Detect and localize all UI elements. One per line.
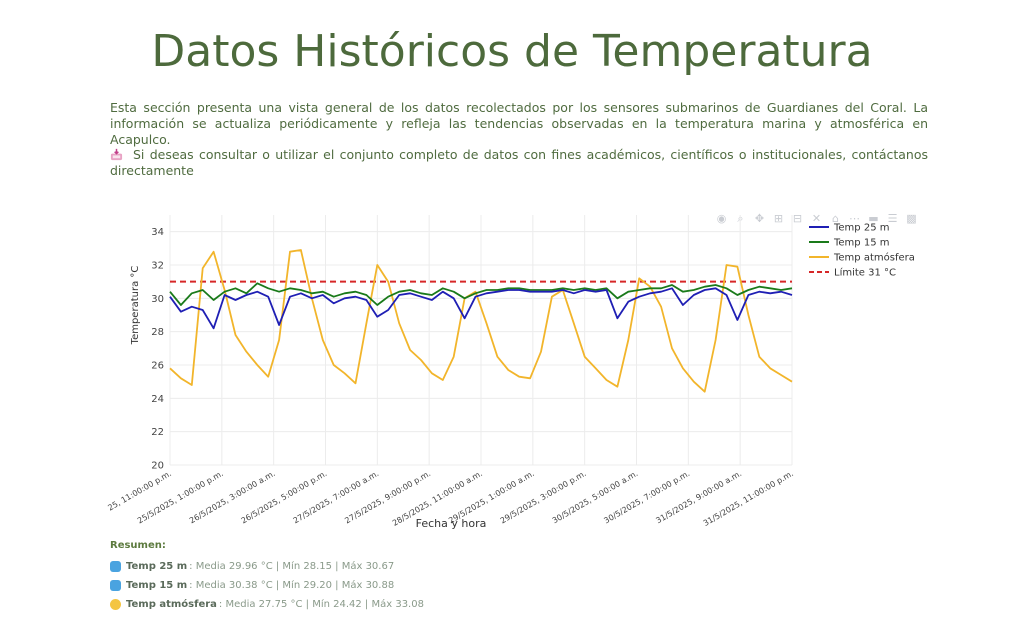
x-tick-label: 26/5/2025, 3:00:00 a.m.: [188, 469, 277, 525]
x-tick-label: 29/5/2025, 3:00:00 p.m.: [499, 469, 588, 526]
y-tick-label: 30: [151, 294, 164, 305]
summary-label: Temp 25 m: [126, 561, 188, 572]
y-tick-label: 26: [151, 361, 164, 372]
x-tick-label: 26/5/2025, 5:00:00 p.m.: [240, 469, 329, 526]
legend-label: Temp 15 m: [833, 238, 889, 249]
autoscale-icon[interactable]: ✕: [811, 212, 822, 225]
summary: Resumen: Temp 25 m : Media 29.96 °C | Mí…: [110, 540, 424, 614]
summary-row-temp15: Temp 15 m : Media 30.38 °C | Mín 29.20 |…: [110, 576, 424, 595]
x-axis-title: Fecha y hora: [416, 517, 487, 530]
summary-stats: : Media 30.38 °C | Mín 29.20 | Máx 30.88: [189, 580, 395, 591]
contact-paragraph: Si deseas consultar o utilizar el conjun…: [110, 147, 928, 179]
y-axis-title: Temperatura °C: [130, 266, 141, 346]
zoom-in-icon[interactable]: ⊞: [773, 212, 784, 225]
series-line-temp-atm-sfera: [169, 249, 793, 393]
legend-label: Temp atmósfera: [833, 252, 915, 264]
series-line-temp-15-m: [169, 282, 793, 306]
x-tick-label: 31/5/2025, 9:00:00 a.m.: [654, 469, 743, 525]
y-tick-label: 34: [151, 227, 164, 238]
x-tick-label: 30/5/2025, 5:00:00 a.m.: [551, 469, 640, 525]
series-line-temp-25-m: [169, 287, 793, 330]
y-tick-label: 22: [151, 427, 164, 438]
y-tick-label: 24: [151, 394, 164, 405]
sun-behind-cloud-icon: [110, 599, 121, 610]
x-tick-label: 25/5/2025, 1:00:00 p.m.: [136, 469, 225, 526]
legend: Temp 25 m Temp 15 m Temp atmósfera Límite 3…: [809, 223, 915, 279]
y-tick-label: 20: [151, 461, 164, 472]
water-wave-icon: [110, 580, 121, 591]
legend-label: Límite 31 °C: [834, 267, 896, 279]
summary-label: Temp 15 m: [126, 580, 188, 591]
y-tick-label: 28: [151, 327, 164, 338]
summary-row-atm: Temp atmósfera : Media 27.75 °C | Mín 24…: [110, 595, 424, 614]
camera-icon[interactable]: ◉: [716, 212, 727, 225]
hover-compare-icon[interactable]: ☰: [887, 212, 898, 225]
page-title: Datos Históricos de Temperatura: [151, 26, 873, 77]
x-tick-label: 27/5/2025, 7:00:00 a.m.: [292, 469, 381, 525]
y-tick-label: 32: [151, 261, 164, 272]
summary-stats: : Media 29.96 °C | Mín 28.15 | Máx 30.67: [189, 561, 395, 572]
legend-label: Temp 25 m: [833, 223, 889, 234]
summary-label: Temp atmósfera: [126, 599, 217, 610]
summary-title: Resumen:: [110, 540, 166, 551]
summary-row-temp25: Temp 25 m : Media 29.96 °C | Mín 28.15 |…: [110, 557, 424, 576]
pan-icon[interactable]: ✥: [754, 212, 765, 225]
zoom-out-icon[interactable]: ⊟: [792, 212, 803, 225]
plotly-logo-icon[interactable]: ▩: [906, 212, 917, 225]
spike-lines-icon[interactable]: ⋯: [849, 212, 860, 225]
x-tick-label: 30/5/2025, 7:00:00 p.m.: [602, 469, 691, 526]
intro-text: Esta sección presenta una vista general …: [110, 100, 928, 147]
reset-axes-icon[interactable]: ⌂: [832, 212, 839, 225]
x-tick-label: 31/5/2025, 11:00:00 p.m.: [702, 469, 795, 528]
hover-closest-icon[interactable]: ▬: [868, 212, 879, 225]
water-wave-icon: [110, 561, 121, 572]
contact-text: Si deseas consultar o utilizar el conjun…: [110, 147, 928, 178]
summary-stats: : Media 27.75 °C | Mín 24.42 | Máx 33.08: [218, 599, 424, 610]
inbox-tray-icon: [110, 148, 123, 161]
